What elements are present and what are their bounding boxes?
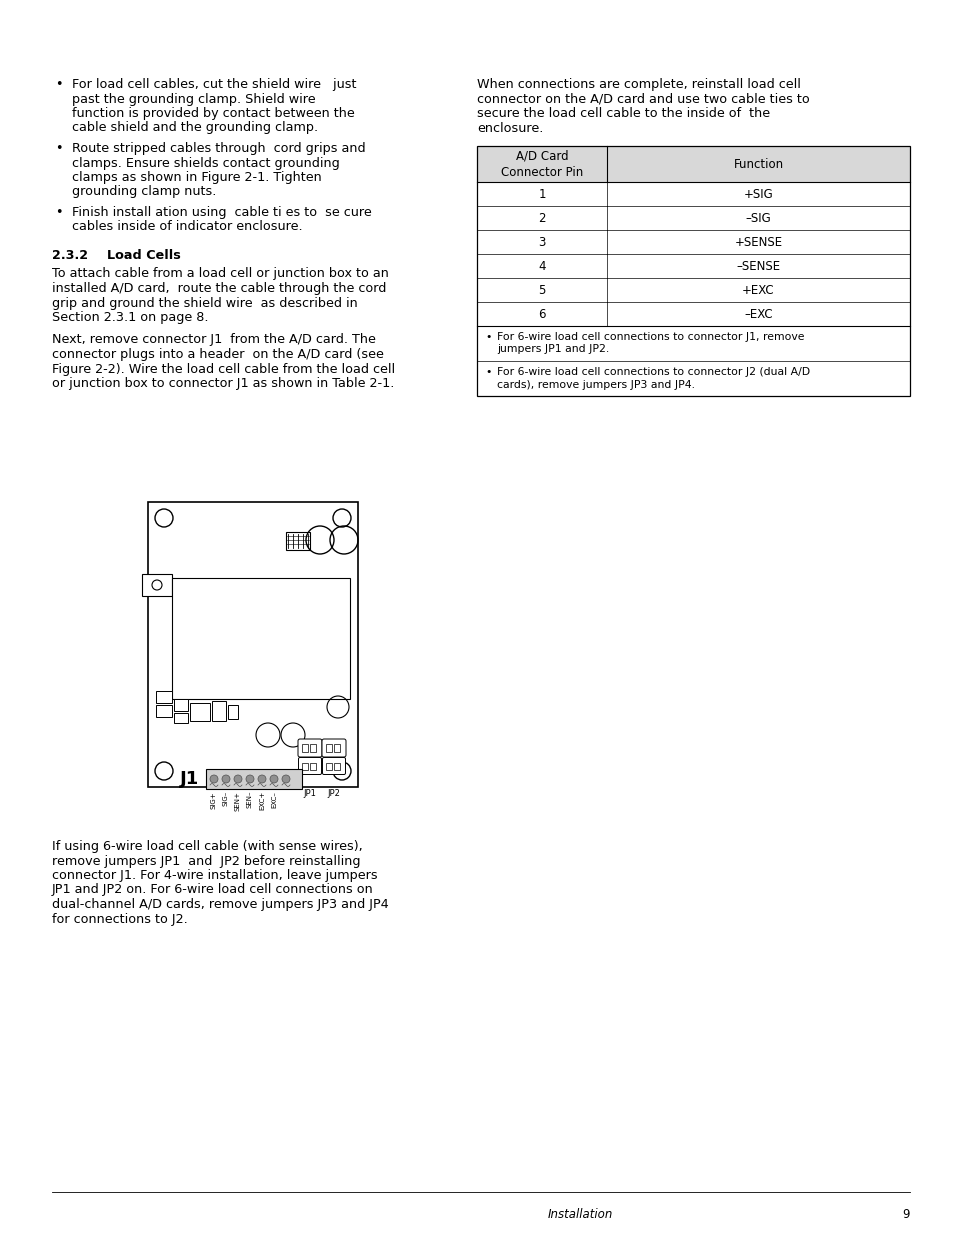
Bar [173, 713, 188, 722]
Circle shape [246, 776, 253, 783]
Text: If using 6-wire load cell cable (with sense wires),: If using 6-wire load cell cable (with se… [52, 840, 362, 853]
Text: –SENSE: –SENSE [736, 259, 780, 273]
Text: remove jumpers JP1  and  JP2 before reinstalling: remove jumpers JP1 and JP2 before reinst… [52, 855, 360, 867]
Text: secure the load cell cable to the inside of  the: secure the load cell cable to the inside… [476, 107, 769, 120]
Text: 9: 9 [902, 1208, 909, 1221]
Text: cards), remove jumpers JP3 and JP4.: cards), remove jumpers JP3 and JP4. [497, 379, 695, 389]
Text: When connections are complete, reinstall load cell: When connections are complete, reinstall… [476, 78, 800, 91]
Text: Next, remove connector J1  from the A/D card. The: Next, remove connector J1 from the A/D c… [52, 333, 375, 347]
Text: SEN–: SEN– [247, 790, 253, 809]
Bar [148, 501, 357, 787]
Text: •: • [55, 142, 63, 156]
Text: 4: 4 [537, 259, 545, 273]
Bar [310, 743, 315, 752]
Bar [156, 705, 172, 718]
Bar [173, 699, 188, 711]
FancyBboxPatch shape [298, 757, 321, 774]
Bar [310, 763, 315, 769]
Text: JP2: JP2 [327, 789, 340, 798]
Text: •: • [55, 78, 63, 91]
Text: JP1: JP1 [303, 789, 316, 798]
Bar [326, 763, 332, 769]
Text: EXC+: EXC+ [258, 790, 265, 810]
Text: •: • [484, 367, 491, 377]
Text: Installation: Installation [547, 1208, 612, 1221]
Text: grip and ground the shield wire  as described in: grip and ground the shield wire as descr… [52, 296, 357, 310]
Text: 6: 6 [537, 308, 545, 321]
Bar [326, 743, 332, 752]
Text: 1: 1 [537, 188, 545, 200]
Text: clamps as shown in Figure 2-1. Tighten: clamps as shown in Figure 2-1. Tighten [71, 170, 321, 184]
Text: connector J1. For 4-wire installation, leave jumpers: connector J1. For 4-wire installation, l… [52, 869, 377, 882]
Bar [156, 692, 172, 703]
Text: clamps. Ensure shields contact grounding: clamps. Ensure shields contact grounding [71, 157, 339, 169]
Text: grounding clamp nuts.: grounding clamp nuts. [71, 185, 216, 199]
Text: 5: 5 [537, 284, 545, 296]
Text: Load Cells: Load Cells [107, 249, 180, 262]
Bar [190, 703, 210, 721]
Circle shape [282, 776, 290, 783]
Text: Function: Function [733, 158, 782, 170]
Text: A/D Card
Connector Pin: A/D Card Connector Pin [500, 149, 582, 179]
Bar [286, 532, 310, 550]
Text: JP1 and JP2 on. For 6-wire load cell connections on: JP1 and JP2 on. For 6-wire load cell con… [52, 883, 374, 897]
Text: cable shield and the grounding clamp.: cable shield and the grounding clamp. [71, 121, 317, 135]
Text: cables inside of indicator enclosure.: cables inside of indicator enclosure. [71, 221, 302, 233]
Text: For 6-wire load cell connections to connector J1, remove: For 6-wire load cell connections to conn… [497, 332, 803, 342]
Text: SEN+: SEN+ [234, 790, 241, 811]
Text: installed A/D card,  route the cable through the cord: installed A/D card, route the cable thro… [52, 282, 386, 295]
Bar [302, 763, 308, 769]
Text: for connections to J2.: for connections to J2. [52, 913, 188, 925]
Bar [212, 701, 226, 721]
Text: •: • [484, 332, 491, 342]
Bar [334, 743, 339, 752]
Bar [172, 578, 350, 699]
Bar [476, 146, 909, 182]
Bar [334, 763, 339, 769]
Text: +SENSE: +SENSE [734, 236, 781, 248]
Bar [142, 574, 172, 597]
Text: Route stripped cables through  cord grips and: Route stripped cables through cord grips… [71, 142, 365, 156]
Text: jumpers JP1 and JP2.: jumpers JP1 and JP2. [497, 345, 609, 354]
Text: Section 2.3.1 on page 8.: Section 2.3.1 on page 8. [52, 311, 209, 324]
Circle shape [222, 776, 230, 783]
Text: +SIG: +SIG [742, 188, 773, 200]
Circle shape [257, 776, 266, 783]
Text: connector on the A/D card and use two cable ties to: connector on the A/D card and use two ca… [476, 93, 809, 105]
Circle shape [233, 776, 242, 783]
Text: EXC–: EXC– [271, 790, 276, 808]
Text: For 6-wire load cell connections to connector J2 (dual A/D: For 6-wire load cell connections to conn… [497, 367, 809, 377]
Text: +EXC: +EXC [741, 284, 774, 296]
Bar [206, 769, 302, 789]
Text: 2: 2 [537, 211, 545, 225]
Text: SIG–: SIG– [223, 790, 229, 806]
Circle shape [210, 776, 218, 783]
Text: Figure 2-2). Wire the load cell cable from the load cell: Figure 2-2). Wire the load cell cable fr… [52, 363, 395, 375]
Text: To attach cable from a load cell or junction box to an: To attach cable from a load cell or junc… [52, 268, 389, 280]
Text: •: • [55, 206, 63, 219]
Text: For load cell cables, cut the shield wire   just: For load cell cables, cut the shield wir… [71, 78, 356, 91]
Text: –SIG: –SIG [745, 211, 771, 225]
Text: 3: 3 [537, 236, 545, 248]
Text: –EXC: –EXC [743, 308, 772, 321]
Text: J1: J1 [180, 769, 199, 788]
Text: or junction box to connector J1 as shown in Table 2-1.: or junction box to connector J1 as shown… [52, 377, 394, 390]
Text: dual-channel A/D cards, remove jumpers JP3 and JP4: dual-channel A/D cards, remove jumpers J… [52, 898, 388, 911]
FancyBboxPatch shape [322, 757, 345, 774]
FancyBboxPatch shape [297, 739, 322, 757]
Bar [228, 705, 237, 719]
Bar [476, 146, 909, 396]
Text: enclosure.: enclosure. [476, 121, 543, 135]
Text: SIG+: SIG+ [211, 790, 216, 809]
Text: past the grounding clamp. Shield wire: past the grounding clamp. Shield wire [71, 93, 315, 105]
Circle shape [270, 776, 277, 783]
Text: connector plugs into a header  on the A/D card (see: connector plugs into a header on the A/D… [52, 348, 383, 361]
Text: 2.3.2: 2.3.2 [52, 249, 88, 262]
Text: function is provided by contact between the: function is provided by contact between … [71, 107, 355, 120]
Text: Finish install ation using  cable ti es to  se cure: Finish install ation using cable ti es t… [71, 206, 372, 219]
FancyBboxPatch shape [322, 739, 346, 757]
Bar [302, 743, 308, 752]
